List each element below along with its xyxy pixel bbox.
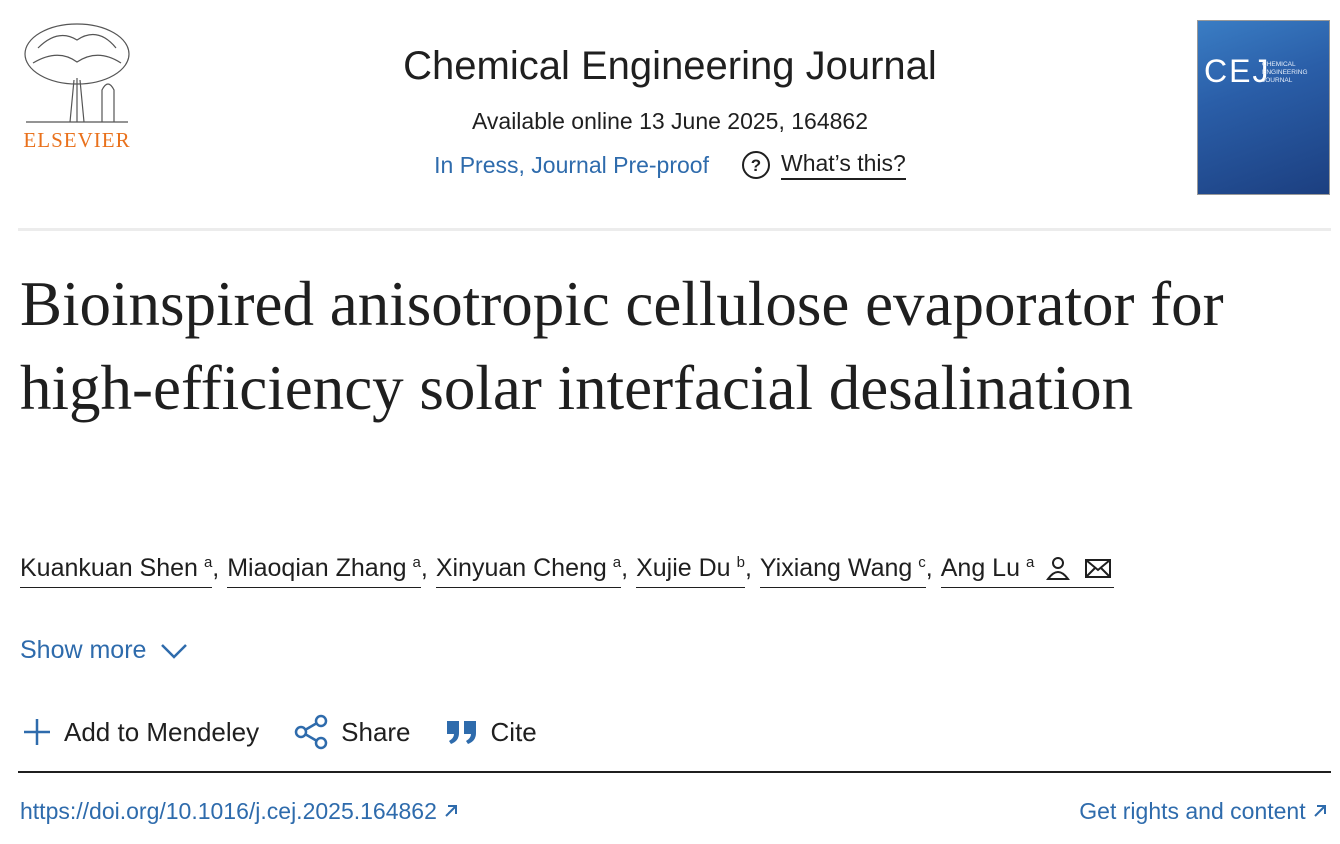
rights-text[interactable]: Get rights and content <box>1079 798 1306 824</box>
share-icon <box>294 714 328 750</box>
status-row: In Press, Journal Pre-proof ? What’s thi… <box>0 150 1340 180</box>
cover-abbreviation: CEJ <box>1204 53 1271 89</box>
affiliation: b <box>736 554 745 571</box>
status-link[interactable]: In Press, Journal Pre-proof <box>434 151 709 178</box>
action-label[interactable]: Cite <box>490 716 537 747</box>
chevron-icon <box>161 643 188 659</box>
publisher-logo <box>24 23 130 123</box>
cite-button[interactable]: Cite <box>445 717 537 748</box>
author-list: Kuankuan Shen a, Miaoqian Zhang a, Xinyuan C… <box>20 554 1340 588</box>
external-icon <box>1314 805 1326 817</box>
separator: , <box>621 554 629 582</box>
article-title: Bioinspired anisotropic cellulose evapor… <box>20 269 1224 423</box>
contact-icons <box>1046 556 1112 580</box>
doi-text[interactable]: https://doi.org/10.1016/j.cej.2025.16486… <box>20 798 437 824</box>
author[interactable]: Xinyuan Cheng a <box>435 554 622 588</box>
affiliation: a <box>203 554 213 571</box>
action-label[interactable]: Share <box>341 716 411 747</box>
action-bar: Add to Mendeley Share Cite <box>22 714 571 750</box>
separator: , <box>744 554 752 582</box>
author-name[interactable]: Xujie Du <box>636 554 731 582</box>
help-icon[interactable]: ? <box>741 150 771 180</box>
author[interactable]: Kuankuan Shen a <box>20 554 213 588</box>
show-more[interactable]: Show more <box>20 636 188 665</box>
doi-link[interactable]: https://doi.org/10.1016/j.cej.2025.16486… <box>20 798 459 825</box>
plus-icon <box>24 719 50 745</box>
author-name[interactable]: Kuankuan Shen <box>20 554 198 582</box>
show-more-label[interactable]: Show more <box>20 636 147 664</box>
divider <box>18 228 1331 231</box>
author-name[interactable]: Yixiang Wang <box>759 554 913 582</box>
affiliation: a <box>612 554 622 571</box>
journal-cover[interactable]: CEJ CHEMICAL ENGINEERING JOURNAL <box>1197 20 1330 195</box>
author[interactable]: Xujie Du b <box>636 554 745 588</box>
divider <box>18 771 1331 773</box>
cover-journal-name: CHEMICAL ENGINEERING JOURNAL <box>1262 61 1308 84</box>
author-name[interactable]: Miaoqian Zhang <box>227 554 407 582</box>
publisher-name: ELSEVIER <box>23 128 131 152</box>
mendeley-button[interactable]: Add to Mendeley <box>22 717 259 748</box>
whats-this[interactable]: What’s this? <box>780 150 906 180</box>
author-name[interactable]: Ang Lu <box>940 554 1020 582</box>
author[interactable]: Yixiang Wang c <box>759 554 926 588</box>
separator: , <box>420 554 428 582</box>
separator: , <box>925 554 933 582</box>
availability: Available online 13 June 2025, 164862 <box>471 108 869 134</box>
affiliation: c <box>918 554 926 571</box>
author[interactable]: Miaoqian Zhang a <box>227 554 421 588</box>
share-button[interactable]: Share <box>293 714 411 750</box>
author[interactable]: Ang Lu a <box>940 554 1115 588</box>
external-icon <box>445 805 458 817</box>
rights-link[interactable]: Get rights and content <box>1079 798 1328 825</box>
action-label[interactable]: Add to Mendeley <box>64 716 260 747</box>
svg-text:?: ? <box>751 156 761 175</box>
quote-icon <box>446 721 476 744</box>
affiliation: a <box>1026 554 1035 571</box>
journal-name[interactable]: Chemical Engineering Journal <box>403 44 937 88</box>
affiliation: a <box>412 554 421 571</box>
author-name[interactable]: Xinyuan Cheng <box>435 554 607 582</box>
separator: , <box>212 554 220 582</box>
